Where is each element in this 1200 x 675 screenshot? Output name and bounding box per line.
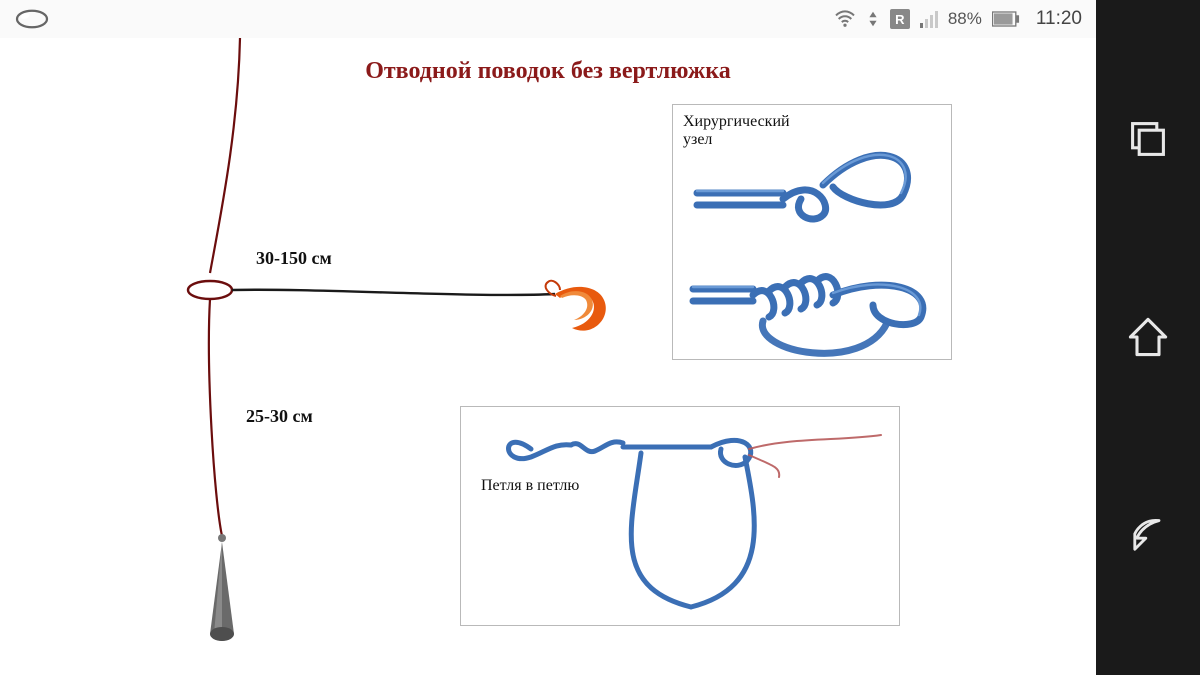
roaming-badge: R xyxy=(890,9,910,29)
home-button[interactable] xyxy=(1126,315,1170,359)
dropper-length-label: 25-30 см xyxy=(246,406,313,427)
swivel-dot xyxy=(218,534,226,542)
loop-knot-figure xyxy=(461,407,901,627)
recent-apps-button[interactable] xyxy=(1126,117,1170,161)
nav-rail xyxy=(1096,0,1200,675)
signal-icon xyxy=(920,10,938,28)
wifi-icon xyxy=(834,10,856,28)
data-updown-icon xyxy=(866,10,880,28)
battery-percent: 88% xyxy=(948,9,982,29)
knot-box-surgical: Хирургический узел xyxy=(672,104,952,360)
knot-box-loop: Петля в петлю xyxy=(460,406,900,626)
battery-icon xyxy=(992,11,1020,27)
status-bar: R 88% 11:20 xyxy=(0,0,1096,38)
main-line-lower xyxy=(209,299,222,536)
diagram-content: Отводной поводок без вертлюжка xyxy=(0,38,1096,675)
lure-icon xyxy=(546,281,606,331)
loop-knot-label: Петля в петлю xyxy=(481,477,579,495)
oem-logo-icon xyxy=(14,8,50,30)
sinker xyxy=(210,542,234,641)
leader-line xyxy=(232,290,555,295)
main-line-upper xyxy=(210,38,240,273)
back-button[interactable] xyxy=(1126,514,1170,558)
junction-loop xyxy=(188,281,232,299)
leader-length-label: 30-150 см xyxy=(256,248,332,269)
clock: 11:20 xyxy=(1036,8,1082,30)
surgical-knot-label: Хирургический узел xyxy=(683,113,813,150)
